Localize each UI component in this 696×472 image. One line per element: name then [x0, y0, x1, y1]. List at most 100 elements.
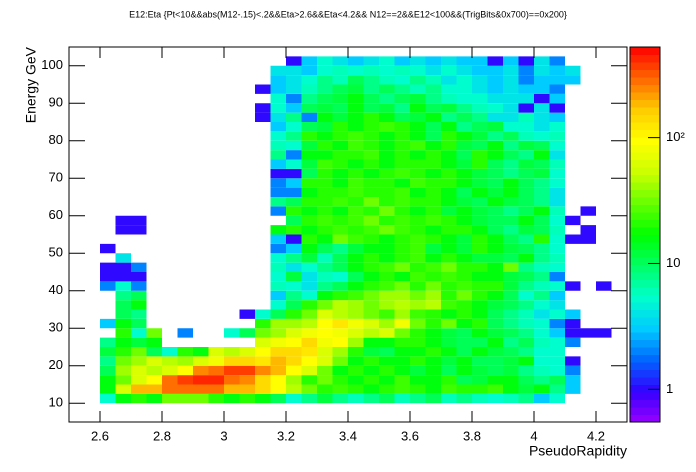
- heatmap-cell: [425, 347, 441, 357]
- heatmap-cell: [286, 150, 302, 160]
- heatmap-cell: [487, 318, 503, 329]
- heatmap-cell: [363, 309, 379, 319]
- heatmap-cell: [441, 309, 457, 319]
- heatmap-cell: [441, 65, 457, 76]
- heatmap-cell: [286, 318, 302, 329]
- heatmap-cell: [239, 384, 255, 394]
- palette-band: [630, 339, 660, 348]
- heatmap-cell: [379, 281, 395, 291]
- heatmap-cell: [456, 365, 472, 376]
- palette-band: [630, 99, 660, 108]
- heatmap-cell: [332, 281, 348, 291]
- heatmap-cell: [317, 337, 333, 347]
- heatmap-cell: [317, 206, 333, 216]
- heatmap-cell: [394, 365, 410, 376]
- heatmap-cell: [131, 337, 147, 347]
- heatmap-cell: [487, 178, 503, 188]
- heatmap-cell: [518, 56, 534, 66]
- heatmap-cell: [410, 328, 426, 338]
- heatmap-cell: [456, 300, 472, 310]
- heatmap-cell: [379, 337, 395, 347]
- heatmap-cell: [410, 103, 426, 113]
- heatmap-cell: [518, 318, 534, 329]
- palette-band: [630, 279, 660, 288]
- heatmap-cell: [425, 93, 441, 104]
- heatmap-cell: [239, 393, 255, 404]
- heatmap-cell: [410, 347, 426, 357]
- heatmap-cell: [472, 168, 488, 179]
- heatmap-cell: [379, 262, 395, 272]
- heatmap-cell: [534, 253, 550, 263]
- heatmap-cell: [549, 300, 565, 310]
- heatmap-cell: [363, 93, 379, 104]
- heatmap-cell: [379, 393, 395, 404]
- heatmap-cell: [363, 112, 379, 122]
- heatmap-cell: [518, 356, 534, 366]
- heatmap-cell: [503, 272, 519, 282]
- heatmap-cell: [255, 103, 271, 113]
- heatmap-cell: [425, 309, 441, 319]
- heatmap-cell: [518, 168, 534, 179]
- heatmap-cell: [348, 75, 364, 85]
- heatmap-cell: [224, 347, 240, 357]
- heatmap-cell: [549, 84, 565, 94]
- heatmap-cell: [518, 112, 534, 122]
- palette-band: [630, 62, 660, 70]
- heatmap-cell: [487, 309, 503, 319]
- heatmap-cell: [394, 262, 410, 272]
- heatmap-cell: [503, 300, 519, 310]
- heatmap-cell: [472, 131, 488, 141]
- heatmap-cell: [317, 347, 333, 357]
- heatmap-cell: [270, 318, 286, 329]
- heatmap-cell: [379, 187, 395, 197]
- heatmap-cell: [301, 206, 317, 216]
- heatmap-cell: [270, 375, 286, 385]
- heatmap-cell: [487, 272, 503, 282]
- heatmap-cell: [348, 384, 364, 394]
- heatmap-cell: [518, 93, 534, 104]
- heatmap-cell: [441, 365, 457, 376]
- heatmap-cell: [332, 262, 348, 272]
- heatmap-cell: [131, 262, 147, 272]
- heatmap-cell: [286, 272, 302, 282]
- heatmap-cell: [379, 206, 395, 216]
- heatmap-cell: [503, 75, 519, 85]
- heatmap-cell: [565, 309, 581, 319]
- heatmap-cell: [472, 300, 488, 310]
- heatmap-cell: [332, 206, 348, 216]
- heatmap-cell: [348, 356, 364, 366]
- heatmap-cell: [549, 253, 565, 263]
- heatmap-cell: [503, 215, 519, 226]
- heatmap-cell: [456, 328, 472, 338]
- heatmap-cell: [115, 328, 131, 338]
- heatmap-cell: [100, 393, 116, 404]
- heatmap-cell: [487, 187, 503, 197]
- heatmap-cell: [456, 65, 472, 76]
- heatmap-cell: [472, 318, 488, 329]
- heatmap-cell: [115, 253, 131, 263]
- heatmap-cell: [146, 365, 162, 376]
- heatmap-cell: [534, 262, 550, 272]
- heatmap-cell: [363, 225, 379, 235]
- heatmap-cell: [317, 187, 333, 197]
- y-axis-title: Energy GeV: [23, 46, 39, 123]
- heatmap-cell: [394, 253, 410, 263]
- heatmap-cell: [456, 375, 472, 385]
- palette-band: [630, 242, 660, 250]
- heatmap-cell: [472, 140, 488, 151]
- heatmap-cell: [348, 318, 364, 329]
- heatmap-cell: [503, 93, 519, 104]
- heatmap-cell: [534, 384, 550, 394]
- y-tick-label: 90: [49, 95, 63, 110]
- heatmap-cell: [534, 328, 550, 338]
- heatmap-cell: [487, 262, 503, 272]
- heatmap-cell: [348, 337, 364, 347]
- heatmap-cell: [317, 150, 333, 160]
- heatmap-cell: [487, 103, 503, 113]
- x-tick-label: 3.2: [277, 428, 295, 443]
- heatmap-cell: [549, 215, 565, 226]
- heatmap-cell: [131, 281, 147, 291]
- heatmap-cell: [410, 93, 426, 104]
- heatmap-cell: [270, 337, 286, 347]
- heatmap-cell: [317, 65, 333, 76]
